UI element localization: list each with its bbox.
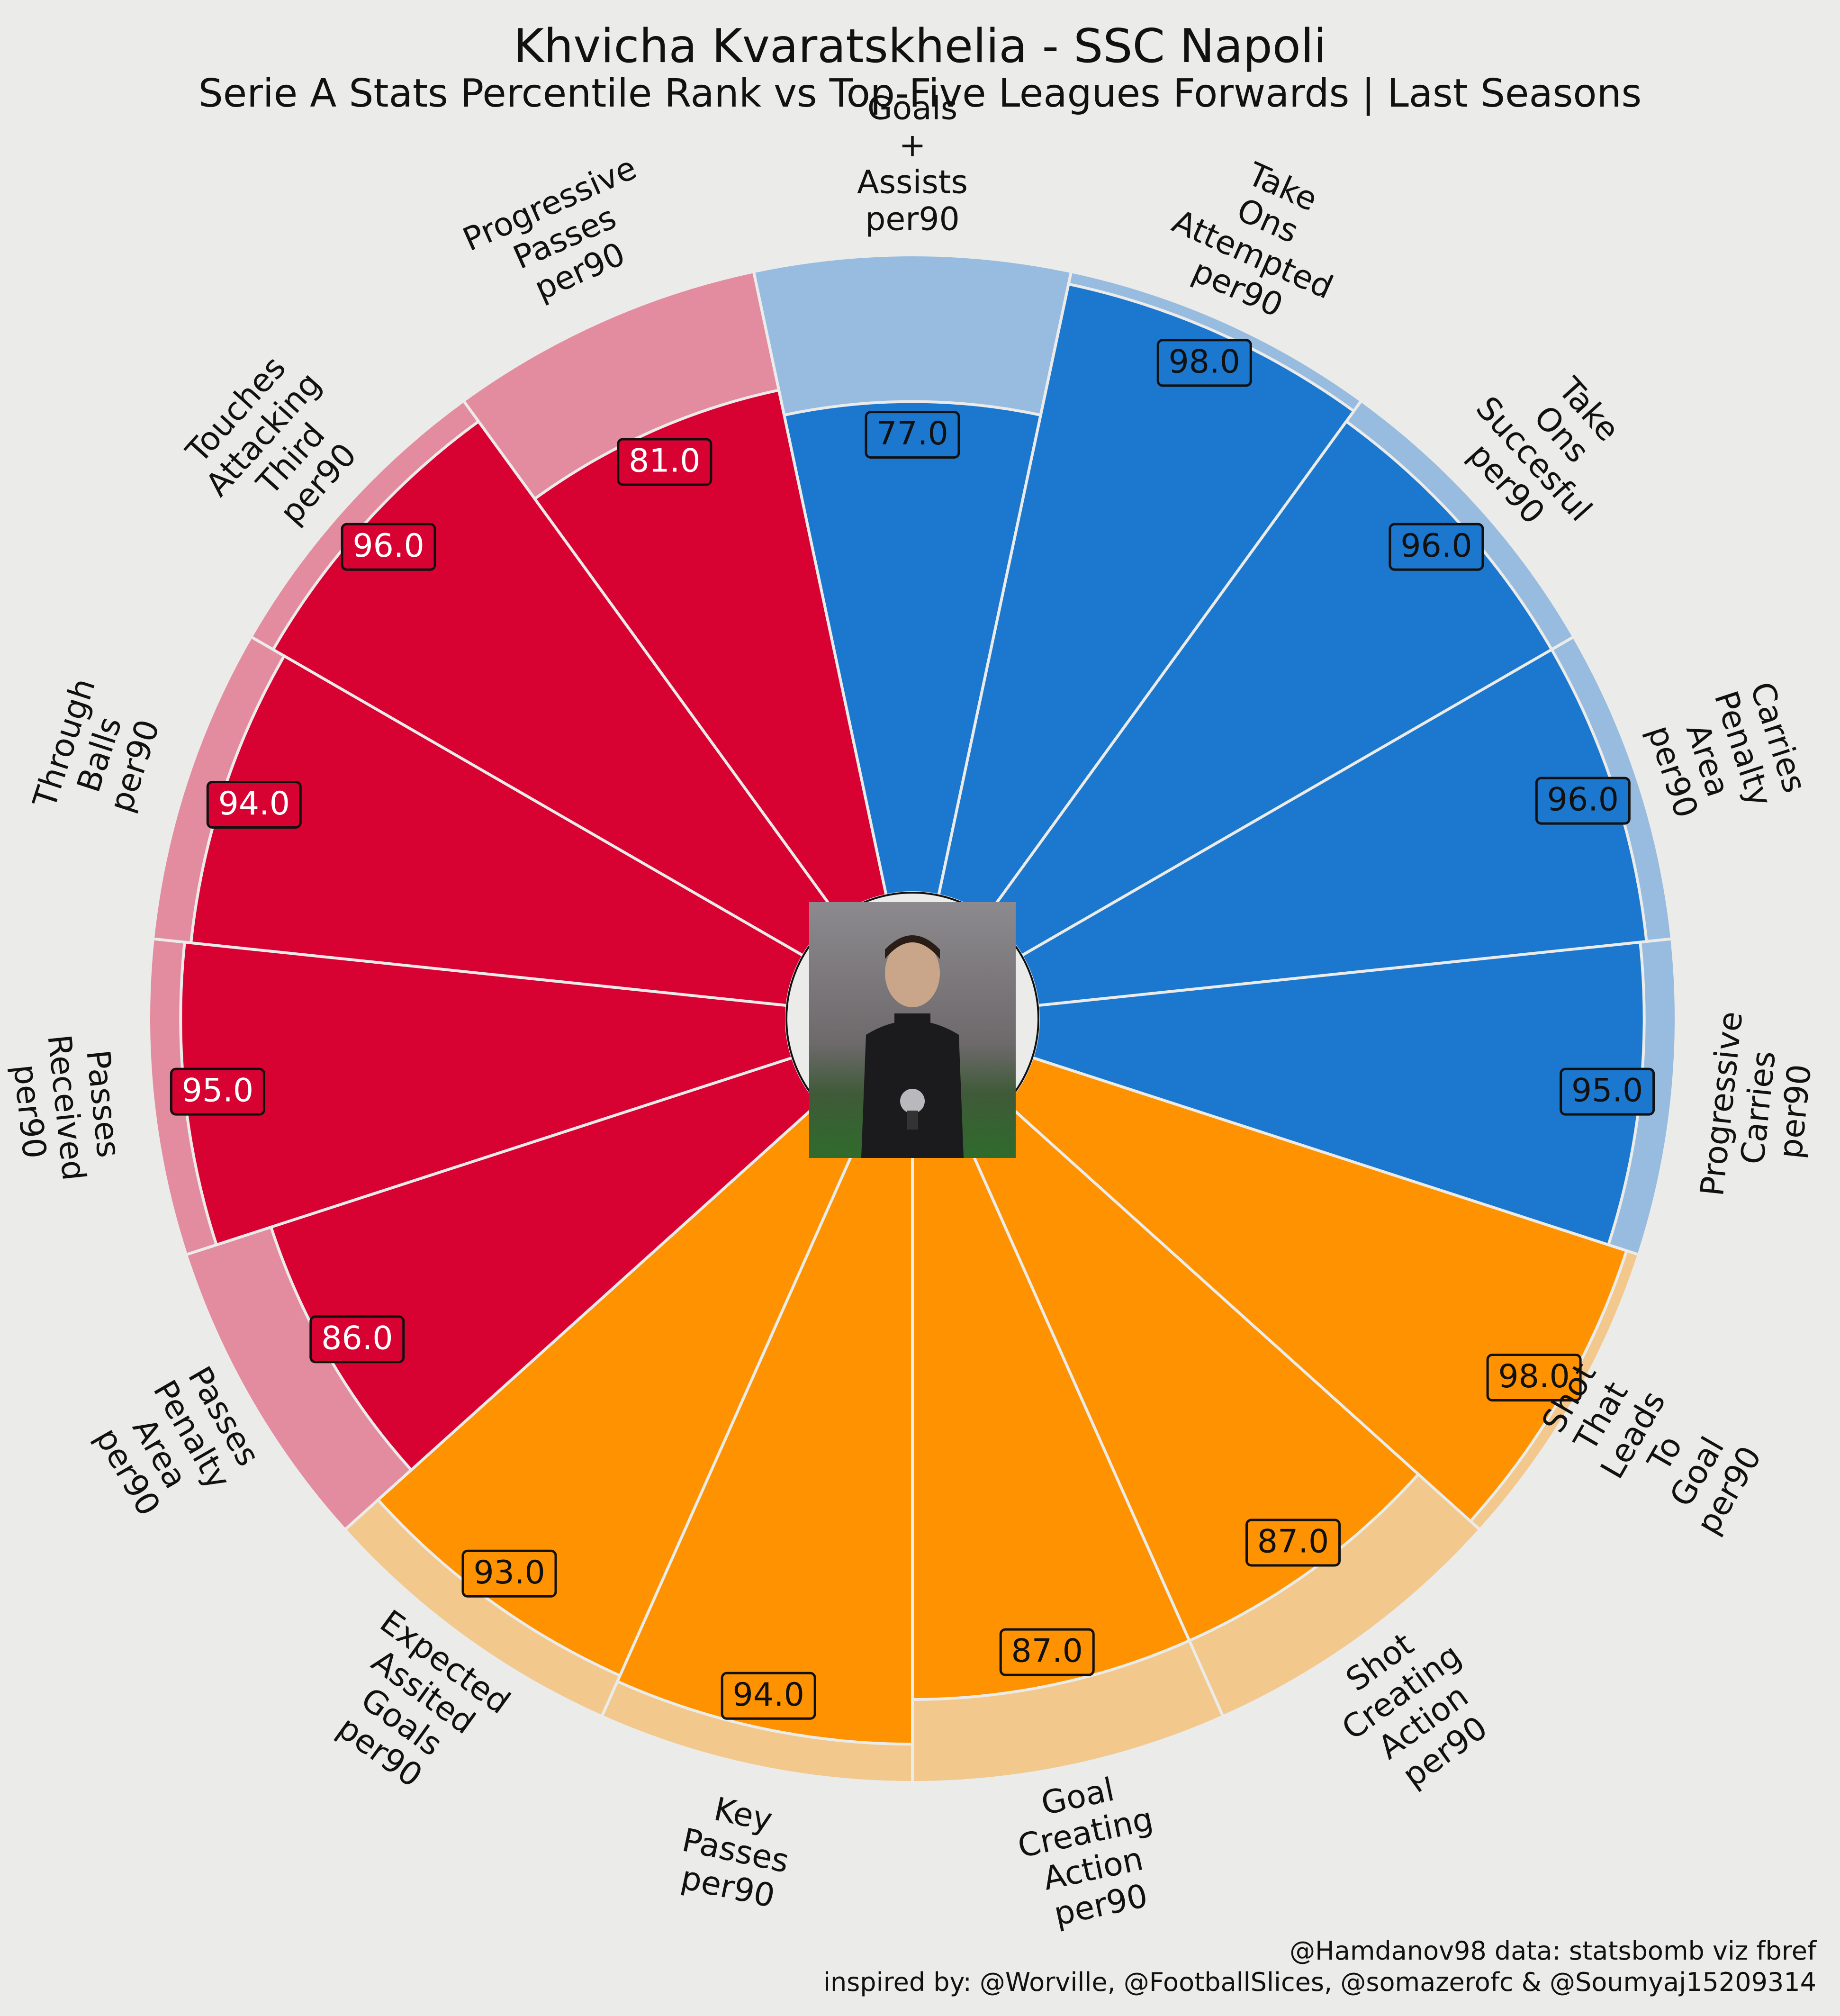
value-label: 96.0 [1389, 523, 1484, 571]
chart-title: Khvicha Kvaratskhelia - SSC Napoli [513, 19, 1327, 73]
value-label: 94.0 [206, 780, 302, 829]
value-label: 86.0 [309, 1315, 405, 1364]
value-labels: 77.0 98.0 96.0 96.0 95.0 98.0 87.0 87.0 94.0 93.0… [170, 339, 1655, 1720]
value-label: 77.0 [865, 411, 960, 459]
value-label: 81.0 [617, 438, 713, 486]
svg-text:95.0: 95.0 [1571, 1072, 1643, 1110]
svg-text:77.0: 77.0 [876, 415, 948, 452]
value-label: 98.0 [1156, 339, 1252, 387]
svg-text:98.0: 98.0 [1169, 343, 1240, 380]
value-label: 93.0 [461, 1549, 557, 1598]
svg-text:95.0: 95.0 [182, 1072, 253, 1110]
value-label: 94.0 [721, 1672, 816, 1720]
category-label: ThroughBallsper90 [26, 674, 173, 836]
svg-text:81.0: 81.0 [629, 442, 700, 479]
value-label: 87.0 [1245, 1519, 1341, 1567]
category-label: CarriesPenaltyAreaper90 [1636, 675, 1814, 834]
category-label: Goals + Assists per90 [857, 90, 968, 238]
category-label: PassesPenaltyAreaper90 [81, 1356, 270, 1533]
credits-line-1: @Hamdanov98 data: statsbomb viz fbref [1290, 1936, 1816, 1966]
value-label: 95.0 [1560, 1067, 1655, 1116]
chart-subtitle: Serie A Stats Percentile Rank vs Top-Fiv… [198, 71, 1642, 116]
svg-text:96.0: 96.0 [1547, 781, 1619, 819]
svg-text:96.0: 96.0 [1400, 527, 1472, 565]
category-label: ProgressivePassesper90 [458, 149, 672, 326]
svg-text:93.0: 93.0 [473, 1554, 545, 1591]
value-label: 98.0 [1486, 1354, 1582, 1402]
value-label: 95.0 [170, 1067, 265, 1116]
value-label: 96.0 [1535, 777, 1631, 825]
credits: @Hamdanov98 data: statsbomb viz fbref in… [823, 1935, 1816, 1998]
category-label: ProgressiveCarriesper90 [1694, 1010, 1824, 1206]
value-label: 96.0 [341, 523, 436, 571]
svg-text:96.0: 96.0 [352, 527, 424, 565]
player-photo [809, 902, 1016, 1158]
svg-text:94.0: 94.0 [218, 785, 290, 823]
category-label: TouchesAttackingThirdper90 [171, 340, 383, 553]
svg-text:87.0: 87.0 [1257, 1523, 1329, 1560]
category-label: KeyPassesper90 [671, 1785, 800, 1917]
value-label: 87.0 [999, 1628, 1095, 1676]
value-slices [179, 282, 1648, 1746]
credits-line-2: inspired by: @Worville, @FootballSlices,… [823, 1967, 1816, 1997]
category-label: PassesReceivedper90 [3, 1029, 129, 1186]
svg-text:98.0: 98.0 [1498, 1358, 1569, 1395]
svg-text:86.0: 86.0 [321, 1320, 393, 1357]
category-label: GoalCreatingActionper90 [1007, 1764, 1172, 1938]
category-label: ShotThatLeadsToGoalper90 [1529, 1347, 1769, 1540]
svg-text:87.0: 87.0 [1011, 1633, 1083, 1670]
svg-text:94.0: 94.0 [732, 1676, 804, 1714]
category-labels: Goals + Assists per90TakeOnsAttemptedper90T… [3, 90, 1824, 1938]
